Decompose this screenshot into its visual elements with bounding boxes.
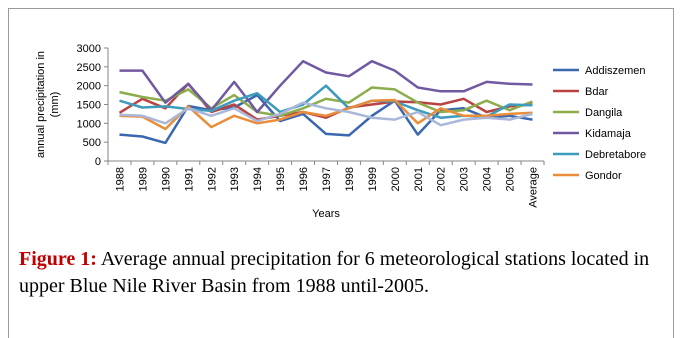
x-tick-label: 2004 (482, 167, 494, 191)
x-tick-label: 2005 (505, 167, 517, 191)
chart: 0 500 1000 1500 2000 2500 3000 1988 1989 1990 1991… (35, 43, 646, 220)
y-tick-label: 0 (95, 156, 101, 168)
x-tick-label: 1994 (252, 167, 264, 191)
x-tick-label: 1990 (160, 167, 172, 191)
caption-text: Average annual precipitation for 6 meteo… (19, 248, 650, 297)
series-line-kidamaja (119, 59, 533, 114)
x-tick-label: 1999 (367, 167, 379, 191)
x-tick-label: 1996 (298, 167, 310, 191)
y-tick-label: 1000 (77, 118, 101, 130)
legend-label-bdar: Bdar (585, 86, 609, 98)
figure-frame (8, 8, 674, 338)
x-tick-label: 1988 (114, 167, 126, 191)
x-tick-label: 1993 (229, 167, 241, 191)
x-axis-title: Years (312, 208, 340, 220)
series-line-gondor (119, 98, 533, 131)
y-tick-label: 2500 (77, 62, 101, 74)
y-tick-label: 500 (83, 137, 101, 149)
legend-label-dangila: Dangila (585, 107, 623, 119)
x-tick-label: 1989 (137, 167, 149, 191)
caption-label: Figure 1: (19, 248, 97, 270)
figure-caption: Figure 1: Average annual precipitation f… (19, 246, 674, 300)
x-tick-label: 1992 (206, 167, 218, 191)
legend-label-debretabore: Debretabore (585, 149, 646, 161)
x-tick-label: 2001 (413, 167, 425, 191)
x-tick-label: 1995 (275, 167, 287, 191)
legend-label-gondor: Gondor (585, 170, 622, 182)
x-tick-label: 2000 (390, 167, 402, 191)
x-tick-label: 2002 (436, 167, 448, 191)
legend-label-addiszemen: Addiszemen (585, 65, 646, 77)
x-tick-label: 1998 (344, 167, 356, 191)
legend-label-kidamaja: Kidamaja (585, 128, 632, 140)
series-line-unlabeled-6 (119, 101, 533, 127)
x-tick-label: Average (528, 167, 540, 208)
y-tick-label: 1500 (77, 100, 101, 112)
x-tick-label: 1991 (183, 167, 195, 191)
series-line-dangila (119, 86, 533, 118)
y-axis-title: annual precipitation in (mm) (35, 51, 61, 158)
x-tick-label: 2003 (459, 167, 471, 191)
x-tick-label: 1997 (321, 167, 333, 191)
y-tick-label: 2000 (77, 81, 101, 93)
y-tick-label: 3000 (77, 43, 101, 55)
